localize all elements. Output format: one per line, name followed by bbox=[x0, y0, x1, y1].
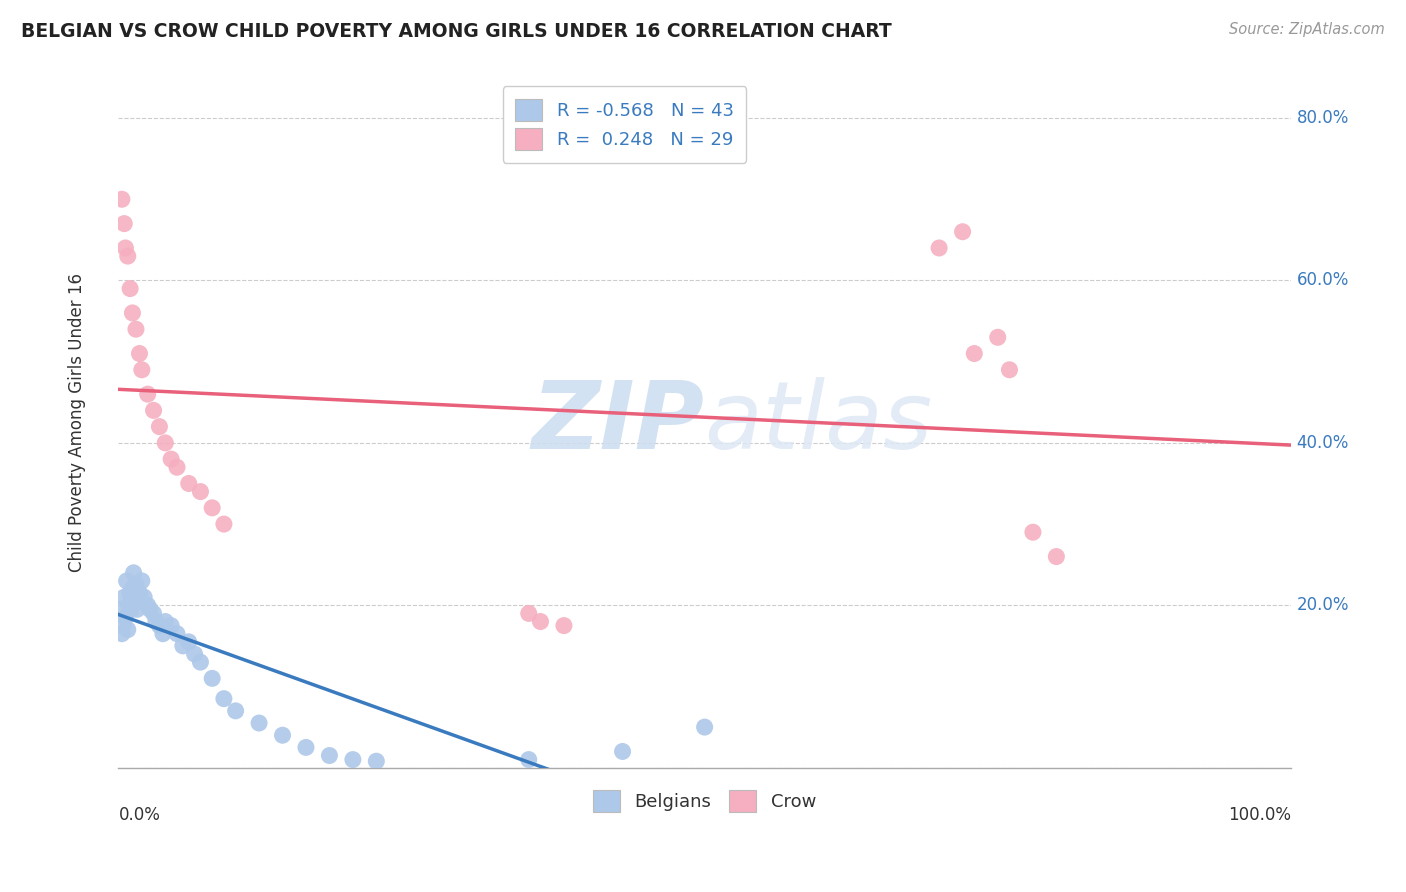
Point bbox=[693, 720, 716, 734]
Point bbox=[139, 602, 162, 616]
Text: 40.0%: 40.0% bbox=[1296, 434, 1350, 452]
Point bbox=[517, 607, 540, 621]
Point bbox=[247, 716, 270, 731]
Point bbox=[225, 704, 247, 718]
Point bbox=[148, 419, 170, 434]
Point bbox=[201, 500, 224, 515]
Point bbox=[117, 623, 139, 637]
Point bbox=[177, 476, 200, 491]
Point bbox=[122, 566, 145, 580]
Point bbox=[114, 241, 136, 255]
Point bbox=[160, 618, 183, 632]
Point bbox=[131, 363, 153, 377]
Point bbox=[529, 615, 551, 629]
Point bbox=[134, 590, 156, 604]
Point bbox=[155, 435, 177, 450]
Point bbox=[142, 607, 165, 621]
Point bbox=[952, 225, 974, 239]
Point bbox=[115, 574, 138, 588]
Text: 20.0%: 20.0% bbox=[1296, 596, 1350, 615]
Point bbox=[212, 517, 235, 532]
Point bbox=[136, 387, 159, 401]
Point bbox=[136, 599, 159, 613]
Point bbox=[166, 626, 188, 640]
Point bbox=[177, 635, 200, 649]
Point bbox=[366, 754, 388, 768]
Point bbox=[998, 363, 1021, 377]
Point bbox=[963, 346, 986, 360]
Text: 0.0%: 0.0% bbox=[118, 805, 160, 823]
Point bbox=[110, 602, 132, 616]
Point bbox=[121, 582, 143, 596]
Point bbox=[127, 602, 149, 616]
Point bbox=[212, 691, 235, 706]
Point bbox=[928, 241, 950, 255]
Point bbox=[295, 740, 318, 755]
Point bbox=[1045, 549, 1067, 564]
Legend: Belgians, Crow: Belgians, Crow bbox=[583, 780, 825, 821]
Point bbox=[517, 753, 540, 767]
Text: 80.0%: 80.0% bbox=[1296, 109, 1350, 127]
Point bbox=[125, 578, 148, 592]
Point bbox=[155, 615, 177, 629]
Text: 60.0%: 60.0% bbox=[1296, 271, 1350, 290]
Point bbox=[166, 460, 188, 475]
Point bbox=[112, 590, 135, 604]
Text: atlas: atlas bbox=[704, 377, 932, 468]
Point bbox=[112, 618, 135, 632]
Point bbox=[128, 346, 150, 360]
Point bbox=[145, 615, 167, 629]
Point bbox=[183, 647, 205, 661]
Point bbox=[118, 599, 141, 613]
Point bbox=[1022, 525, 1045, 540]
Text: Child Poverty Among Girls Under 16: Child Poverty Among Girls Under 16 bbox=[69, 273, 86, 572]
Point bbox=[131, 574, 153, 588]
Point bbox=[152, 626, 174, 640]
Point bbox=[612, 744, 634, 758]
Point bbox=[120, 586, 142, 600]
Point bbox=[120, 282, 142, 296]
Point bbox=[111, 192, 134, 206]
Point bbox=[190, 484, 212, 499]
Point bbox=[120, 602, 142, 616]
Text: ZIP: ZIP bbox=[531, 376, 704, 468]
Point bbox=[125, 322, 148, 336]
Point bbox=[160, 452, 183, 467]
Point bbox=[117, 249, 139, 263]
Point bbox=[148, 618, 170, 632]
Text: BELGIAN VS CROW CHILD POVERTY AMONG GIRLS UNDER 16 CORRELATION CHART: BELGIAN VS CROW CHILD POVERTY AMONG GIRL… bbox=[21, 22, 891, 41]
Point bbox=[114, 610, 136, 624]
Point bbox=[201, 672, 224, 686]
Point bbox=[172, 639, 194, 653]
Point bbox=[318, 748, 340, 763]
Point bbox=[342, 753, 364, 767]
Text: 100.0%: 100.0% bbox=[1227, 805, 1291, 823]
Point bbox=[112, 217, 135, 231]
Point bbox=[553, 618, 575, 632]
Point bbox=[128, 586, 150, 600]
Point bbox=[271, 728, 294, 742]
Point bbox=[121, 306, 143, 320]
Point bbox=[142, 403, 165, 417]
Point bbox=[987, 330, 1010, 344]
Text: Source: ZipAtlas.com: Source: ZipAtlas.com bbox=[1229, 22, 1385, 37]
Point bbox=[190, 655, 212, 669]
Point bbox=[124, 594, 146, 608]
Point bbox=[111, 626, 134, 640]
